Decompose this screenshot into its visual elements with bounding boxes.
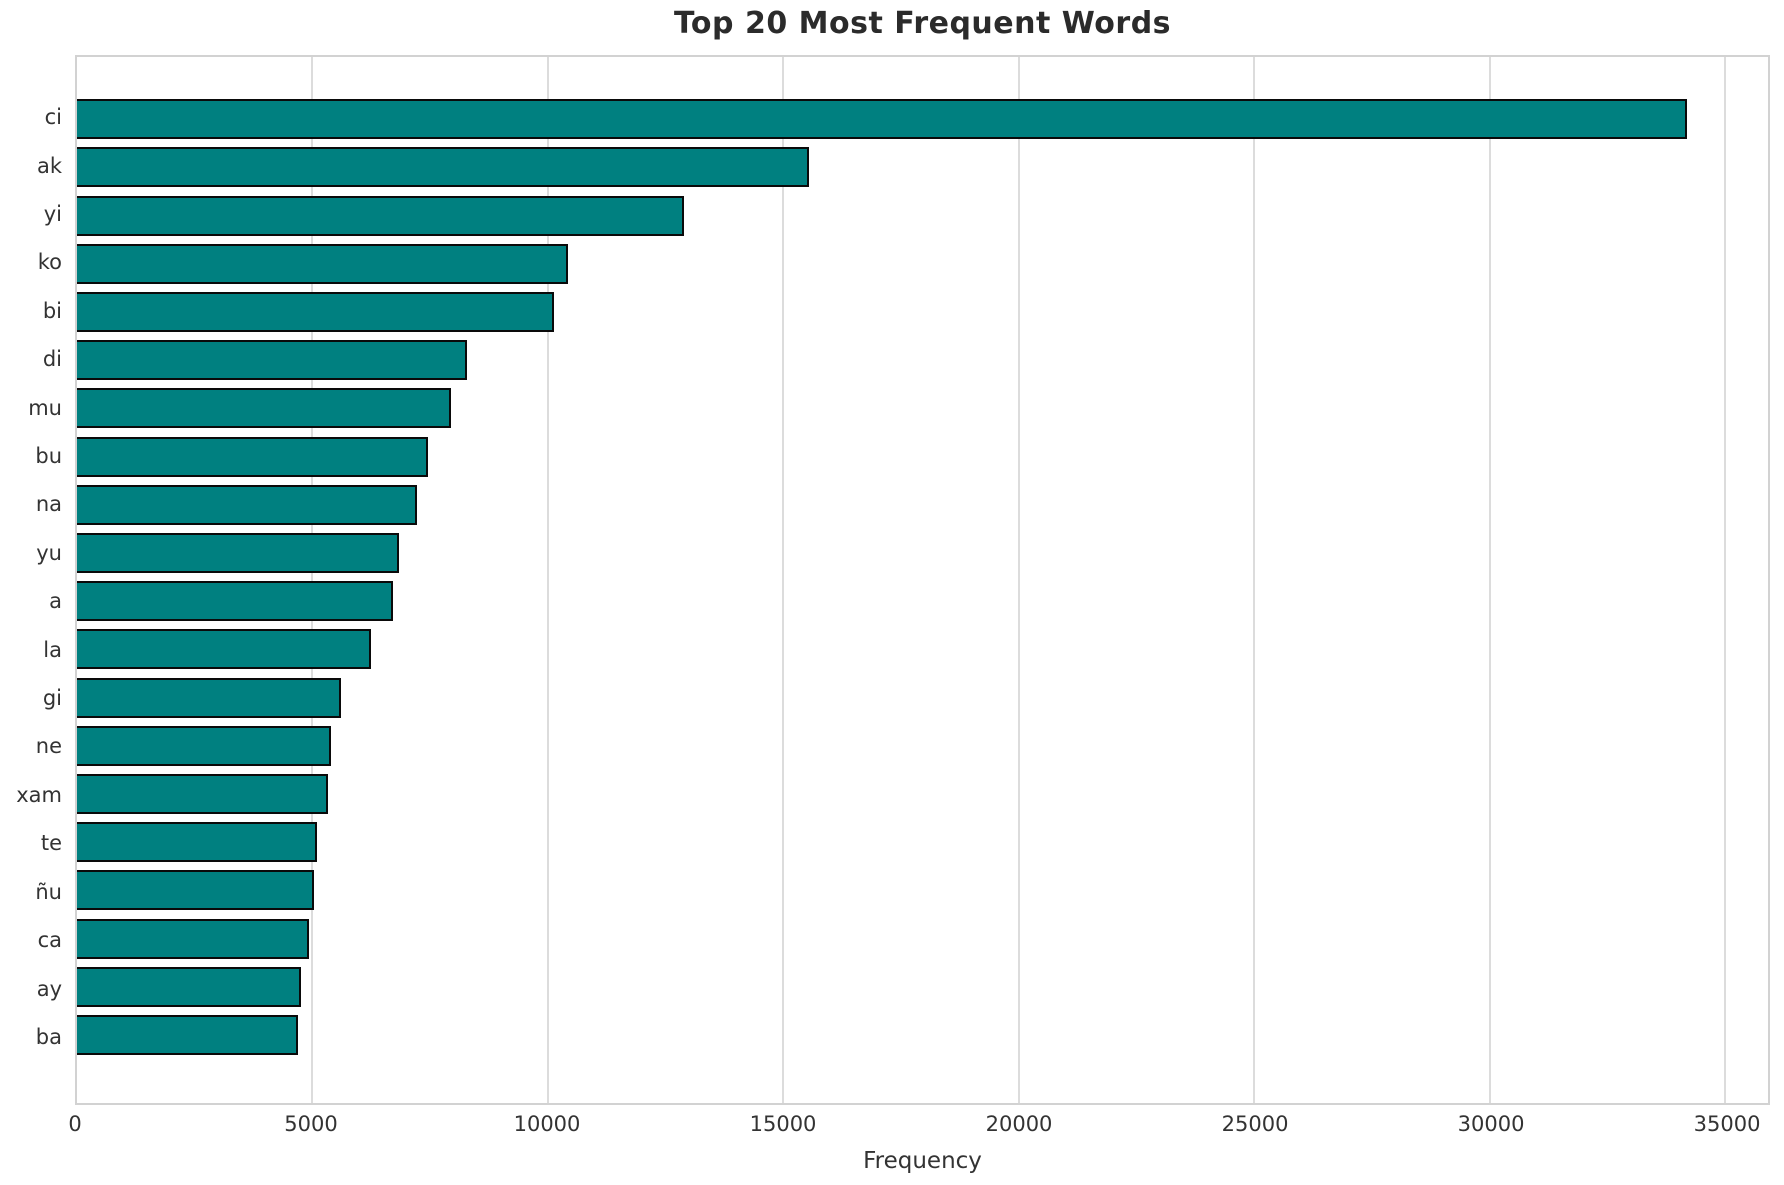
gridline xyxy=(1017,57,1020,1103)
y-tick-label-te: te xyxy=(40,831,62,856)
bar-ko xyxy=(77,243,568,284)
bar-row-ba xyxy=(77,1011,1768,1059)
bar-row-a xyxy=(77,577,1768,625)
gridline xyxy=(546,57,549,1103)
bar-row-ko xyxy=(77,240,1768,288)
y-tick-label-ba: ba xyxy=(35,1024,62,1049)
bar-ay xyxy=(77,966,301,1007)
x-tick-label: 30000 xyxy=(1457,1112,1525,1136)
bar-di xyxy=(77,340,468,381)
bar-row-di xyxy=(77,336,1768,384)
gridline xyxy=(1724,57,1727,1103)
x-tick-label: 35000 xyxy=(1693,1112,1761,1136)
bar-a xyxy=(77,581,393,622)
gridline xyxy=(311,57,314,1103)
y-tick-label-ay: ay xyxy=(36,976,62,1001)
y-tick-label-gi: gi xyxy=(42,686,62,711)
bar-ba xyxy=(77,1014,299,1055)
x-tick-label: 25000 xyxy=(1221,1112,1289,1136)
bar-ci xyxy=(77,99,1688,140)
bar-mu xyxy=(77,388,452,429)
y-tick-label-a: a xyxy=(49,589,62,614)
y-tick-label-ak: ak xyxy=(36,153,62,178)
bar-row-bu xyxy=(77,432,1768,480)
y-tick-label-yu: yu xyxy=(36,540,62,565)
y-tick-label-ñu: ñu xyxy=(35,879,62,904)
bar-yu xyxy=(77,532,399,573)
x-tick-label: 10000 xyxy=(513,1112,581,1136)
bar-row-ñu xyxy=(77,866,1768,914)
y-tick-label-ne: ne xyxy=(35,734,62,759)
bar-ne xyxy=(77,725,331,766)
y-tick-label-ca: ca xyxy=(37,928,62,953)
bar-ca xyxy=(77,918,309,959)
x-tick-label: 0 xyxy=(68,1112,82,1136)
bar-row-yi xyxy=(77,191,1768,239)
x-tick-label: 15000 xyxy=(749,1112,817,1136)
x-tick-label: 20000 xyxy=(985,1112,1053,1136)
gridline xyxy=(782,57,785,1103)
bar-la xyxy=(77,629,372,670)
bar-row-ne xyxy=(77,722,1768,770)
gridline xyxy=(1488,57,1491,1103)
bar-te xyxy=(77,822,317,863)
bar-row-ci xyxy=(77,95,1768,143)
x-axis: 0 5000 10000 15000 20000 25000 30000 35000 xyxy=(68,1112,1770,1146)
y-tick-label-yi: yi xyxy=(43,202,62,227)
bar-row-na xyxy=(77,481,1768,529)
y-tick-label-bu: bu xyxy=(35,444,62,469)
bar-bi xyxy=(77,291,554,332)
bar-yi xyxy=(77,195,684,236)
chart-title: Top 20 Most Frequent Words xyxy=(673,6,1172,41)
y-tick-label-bi: bi xyxy=(42,298,62,323)
bar-row-yu xyxy=(77,529,1768,577)
y-axis: ci ak yi ko bi di mu bu na yu a la gi ne xam te ñu ca ay ba xyxy=(0,55,62,1105)
y-tick-label-la: la xyxy=(43,637,62,662)
y-tick-label-mu: mu xyxy=(28,395,62,420)
bar-row-ca xyxy=(77,914,1768,962)
x-tick-label: 5000 xyxy=(284,1112,338,1136)
bar-row-te xyxy=(77,818,1768,866)
y-tick-label-xam: xam xyxy=(16,782,62,807)
bar-row-la xyxy=(77,625,1768,673)
x-axis-title: Frequency xyxy=(863,1148,982,1174)
y-tick-label-di: di xyxy=(42,347,62,372)
bar-gi xyxy=(77,677,342,718)
y-tick-label-ci: ci xyxy=(44,105,62,130)
y-tick-label-ko: ko xyxy=(37,250,62,275)
bar-series xyxy=(77,57,1768,1103)
bar-row-xam xyxy=(77,770,1768,818)
bar-bu xyxy=(77,436,429,477)
bar-na xyxy=(77,484,417,525)
bar-row-ay xyxy=(77,963,1768,1011)
bar-xam xyxy=(77,773,328,814)
bar-ñu xyxy=(77,870,315,911)
bar-ak xyxy=(77,147,809,188)
bar-row-bi xyxy=(77,288,1768,336)
bar-row-gi xyxy=(77,673,1768,721)
plot-area xyxy=(75,55,1770,1105)
bar-row-ak xyxy=(77,143,1768,191)
gridline xyxy=(1253,57,1256,1103)
bar-row-mu xyxy=(77,384,1768,432)
y-tick-label-na: na xyxy=(35,492,62,517)
